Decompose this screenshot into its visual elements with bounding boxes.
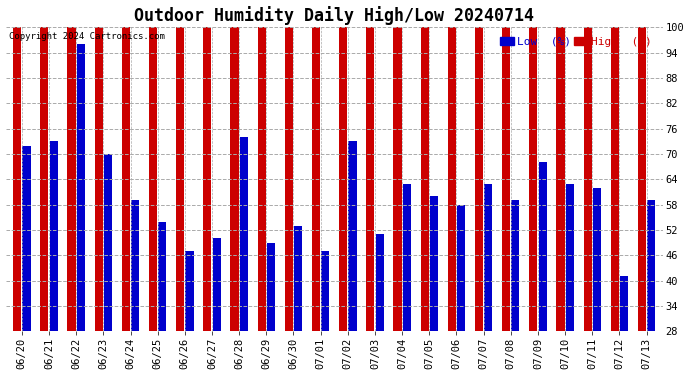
Bar xyxy=(511,201,520,331)
Bar xyxy=(213,238,221,331)
Bar xyxy=(230,27,239,331)
Bar xyxy=(104,154,112,331)
Legend: Low  (%), High  (%): Low (%), High (%) xyxy=(498,34,654,49)
Bar xyxy=(611,27,619,331)
Bar xyxy=(13,27,21,331)
Bar xyxy=(50,141,58,331)
Bar xyxy=(393,27,402,331)
Bar xyxy=(322,251,329,331)
Bar xyxy=(475,27,483,331)
Bar xyxy=(584,27,592,331)
Bar xyxy=(285,27,293,331)
Bar xyxy=(294,226,302,331)
Bar xyxy=(403,184,411,331)
Bar xyxy=(620,276,628,331)
Bar xyxy=(556,27,564,331)
Bar xyxy=(158,222,166,331)
Bar xyxy=(593,188,601,331)
Bar xyxy=(566,184,574,331)
Bar xyxy=(22,146,30,331)
Bar xyxy=(375,234,384,331)
Bar xyxy=(647,201,655,331)
Bar xyxy=(421,27,428,331)
Bar xyxy=(312,27,320,331)
Bar xyxy=(430,196,438,331)
Bar xyxy=(122,27,130,331)
Bar xyxy=(186,251,193,331)
Bar xyxy=(95,27,103,331)
Bar xyxy=(339,27,347,331)
Bar xyxy=(68,27,76,331)
Bar xyxy=(149,27,157,331)
Bar xyxy=(502,27,511,331)
Bar xyxy=(484,184,493,331)
Bar xyxy=(638,27,646,331)
Bar xyxy=(529,27,538,331)
Bar xyxy=(131,201,139,331)
Text: Copyright 2024 Cartronics.com: Copyright 2024 Cartronics.com xyxy=(9,32,165,41)
Bar xyxy=(538,162,546,331)
Bar xyxy=(457,205,465,331)
Title: Outdoor Humidity Daily High/Low 20240714: Outdoor Humidity Daily High/Low 20240714 xyxy=(135,6,534,24)
Bar xyxy=(176,27,184,331)
Bar xyxy=(267,243,275,331)
Bar xyxy=(257,27,266,331)
Bar xyxy=(40,27,48,331)
Bar xyxy=(77,44,85,331)
Bar xyxy=(366,27,375,331)
Bar xyxy=(204,27,211,331)
Bar xyxy=(348,141,357,331)
Bar xyxy=(239,137,248,331)
Bar xyxy=(448,27,456,331)
